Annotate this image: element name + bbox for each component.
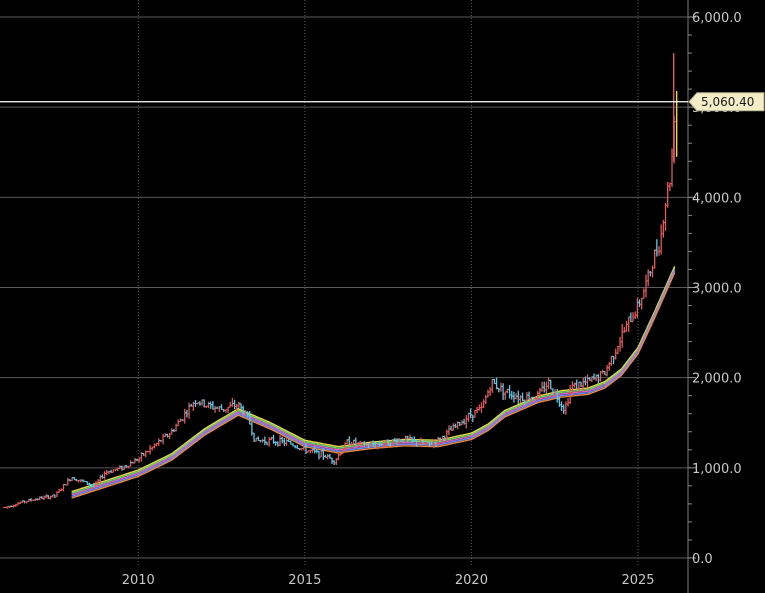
vertical-gridlines	[137, 0, 689, 593]
axis-minor-ticks	[688, 34, 692, 541]
moving-average-line	[71, 270, 676, 498]
moving-average-line	[71, 267, 676, 494]
price-bars	[3, 53, 678, 509]
y-tick-label: 3,000.0	[692, 282, 742, 297]
last-price-tag-shape	[688, 92, 765, 112]
x-tick-label: 2010	[122, 573, 155, 588]
horizontal-gridlines	[0, 16, 696, 559]
moving-average-line	[71, 272, 676, 499]
y-tick-label: 1,000.0	[692, 462, 742, 477]
y-tick-label: 2,000.0	[692, 372, 742, 387]
y-axis-labels: 0.01,000.02,000.03,000.04,000.05,000.06,…	[692, 11, 742, 567]
x-tick-label: 2020	[455, 573, 488, 588]
x-tick-label: 2025	[621, 573, 654, 588]
x-axis-labels: 2010 2015 2020 2025	[122, 573, 655, 588]
last-price-tag: 5,060.40	[688, 92, 765, 112]
x-tick-label: 2015	[288, 573, 321, 588]
last-price-tag-text: 5,060.40	[701, 95, 754, 109]
y-tick-label: 0.0	[692, 552, 713, 567]
moving-average-line	[71, 266, 676, 493]
y-tick-label: 4,000.0	[692, 191, 742, 206]
y-tick-label: 6,000.0	[692, 11, 742, 26]
